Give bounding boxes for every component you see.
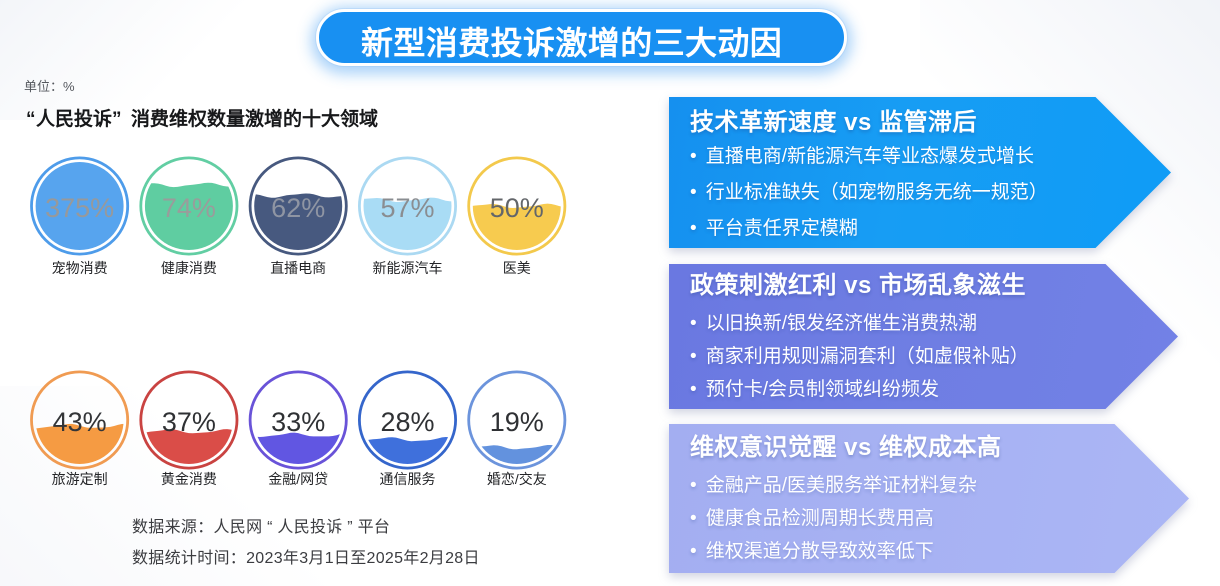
svg-text:通信服务: 通信服务 <box>380 471 436 487</box>
svg-text:宠物消费: 宠物消费 <box>52 260 108 276</box>
svg-text:直播电商: 直播电商 <box>270 260 326 276</box>
svg-text:28%: 28% <box>380 407 434 437</box>
svg-text:金融/网贷: 金融/网贷 <box>268 471 328 487</box>
svg-text:33%: 33% <box>271 407 325 437</box>
svg-text:婚恋/交友: 婚恋/交友 <box>487 471 547 487</box>
svg-text:50%: 50% <box>490 193 544 223</box>
svg-text:健康消费: 健康消费 <box>161 260 217 276</box>
svg-text:医美: 医美 <box>503 260 531 276</box>
svg-text:375%: 375% <box>45 193 114 223</box>
svg-text:新能源汽车: 新能源汽车 <box>373 260 443 276</box>
svg-text:黄金消费: 黄金消费 <box>161 471 217 487</box>
svg-text:62%: 62% <box>271 193 325 223</box>
svg-text:19%: 19% <box>490 407 544 437</box>
svg-text:37%: 37% <box>162 407 216 437</box>
svg-text:旅游定制: 旅游定制 <box>52 471 108 487</box>
svg-text:57%: 57% <box>380 193 434 223</box>
svg-text:43%: 43% <box>53 407 107 437</box>
svg-text:74%: 74% <box>162 193 216 223</box>
